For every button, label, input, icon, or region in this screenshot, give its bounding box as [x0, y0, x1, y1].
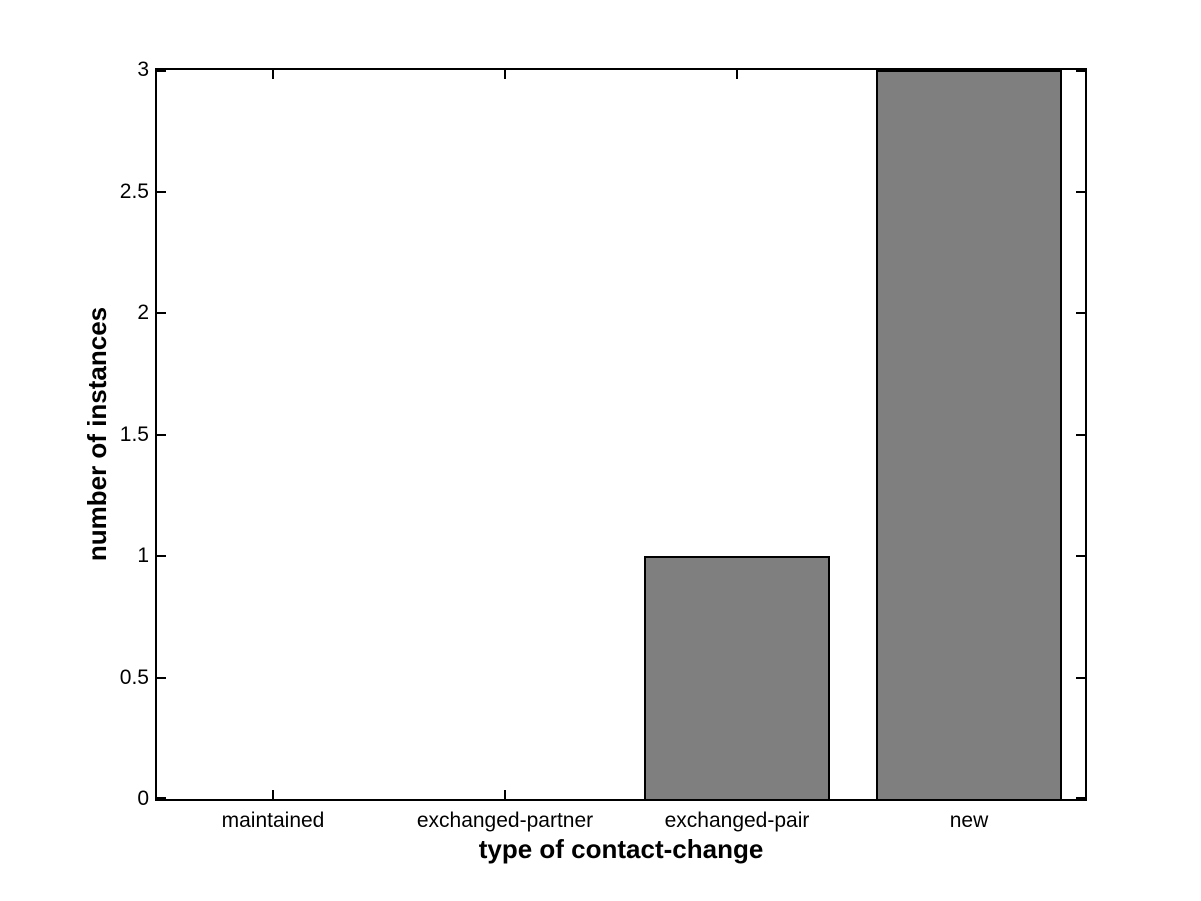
y-tick-label: 1: [137, 544, 149, 567]
bar-new: [876, 70, 1062, 799]
y-tick-left: [157, 70, 166, 72]
y-tick-right: [1076, 555, 1085, 557]
y-tick-right: [1076, 312, 1085, 314]
x-tick-label: exchanged-pair: [664, 809, 810, 832]
bar-exchanged-pair: [644, 556, 830, 799]
x-tick-label: maintained: [221, 809, 325, 832]
y-tick-left: [157, 555, 166, 557]
x-tick-label: exchanged-partner: [416, 809, 594, 832]
y-tick-left: [157, 433, 166, 436]
y-tick-left: [157, 190, 166, 193]
x-tick-top: [736, 70, 738, 79]
y-tick-right: [1076, 70, 1085, 72]
x-tick-bottom: [272, 790, 274, 799]
x-axis-label: type of contact-change: [478, 834, 764, 864]
y-tick-label: 0: [137, 787, 149, 810]
x-tick-bottom: [504, 790, 506, 799]
y-tick-left: [157, 797, 166, 799]
y-tick-right: [1076, 433, 1085, 436]
x-tick-top: [272, 70, 274, 79]
y-tick-label: 1.5: [119, 422, 149, 446]
plot-area: [155, 68, 1087, 801]
y-tick-right: [1076, 676, 1085, 679]
y-tick-label: 2: [137, 301, 149, 324]
y-tick-right: [1076, 797, 1085, 799]
y-tick-left: [157, 312, 166, 314]
y-tick-right: [1076, 190, 1085, 193]
y-tick-label: 0.5: [119, 665, 149, 689]
y-tick-label: 2.5: [119, 179, 149, 203]
y-tick-label: 3: [137, 58, 149, 81]
y-tick-left: [157, 676, 166, 679]
x-tick-top: [504, 70, 506, 79]
x-tick-label: new: [949, 809, 989, 832]
